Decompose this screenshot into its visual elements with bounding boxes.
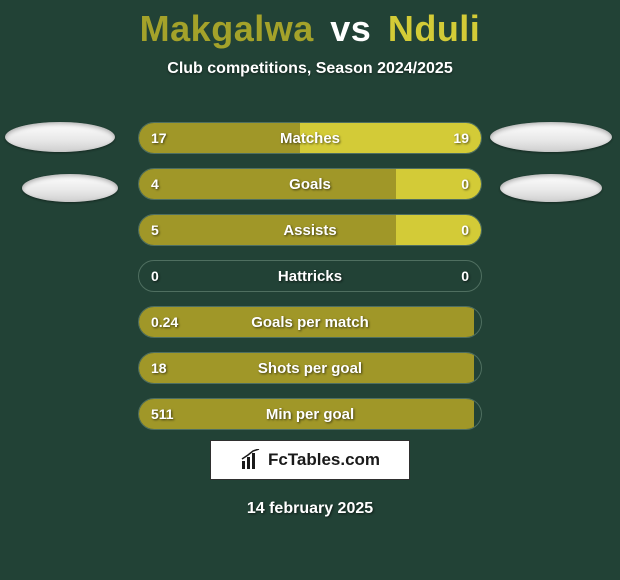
placeholder-ellipse xyxy=(490,122,612,152)
bar-left-fill xyxy=(139,353,474,383)
bar-right-value: 0 xyxy=(461,261,469,291)
subtitle: Club competitions, Season 2024/2025 xyxy=(0,60,620,78)
stat-bar-row: 0 0Hattricks xyxy=(138,260,482,292)
stat-bar-row: 50Assists xyxy=(138,214,482,246)
bar-label: Hattricks xyxy=(139,261,481,291)
logo-text: FcTables.com xyxy=(268,450,380,470)
stat-bar-row: 511Min per goal xyxy=(138,398,482,430)
chart-icon xyxy=(240,449,262,471)
bar-right-fill xyxy=(300,123,481,153)
bar-right-fill xyxy=(396,169,482,199)
bar-left-fill xyxy=(139,215,396,245)
bar-left-value: 0 xyxy=(151,261,159,291)
bar-left-fill xyxy=(139,307,474,337)
bar-right-fill xyxy=(396,215,482,245)
stat-bar-row: 1719Matches xyxy=(138,122,482,154)
vs-separator: vs xyxy=(330,8,371,49)
snapshot-date: 14 february 2025 xyxy=(0,500,620,518)
placeholder-ellipse xyxy=(22,174,118,202)
stat-bar-row: 40Goals xyxy=(138,168,482,200)
player2-name: Nduli xyxy=(388,8,480,49)
stat-bars: 1719Matches 40Goals 50Assists 0 0Hattricks 0.… xyxy=(138,122,482,444)
bar-left-fill xyxy=(139,399,474,429)
comparison-title: Makgalwa vs Nduli xyxy=(0,0,620,50)
placeholder-ellipse xyxy=(500,174,602,202)
stat-bar-row: 18Shots per goal xyxy=(138,352,482,384)
placeholder-ellipse xyxy=(5,122,115,152)
bar-left-fill xyxy=(139,123,300,153)
player1-name: Makgalwa xyxy=(140,8,314,49)
site-logo: FcTables.com xyxy=(210,440,410,480)
stat-bar-row: 0.24Goals per match xyxy=(138,306,482,338)
bar-left-fill xyxy=(139,169,396,199)
